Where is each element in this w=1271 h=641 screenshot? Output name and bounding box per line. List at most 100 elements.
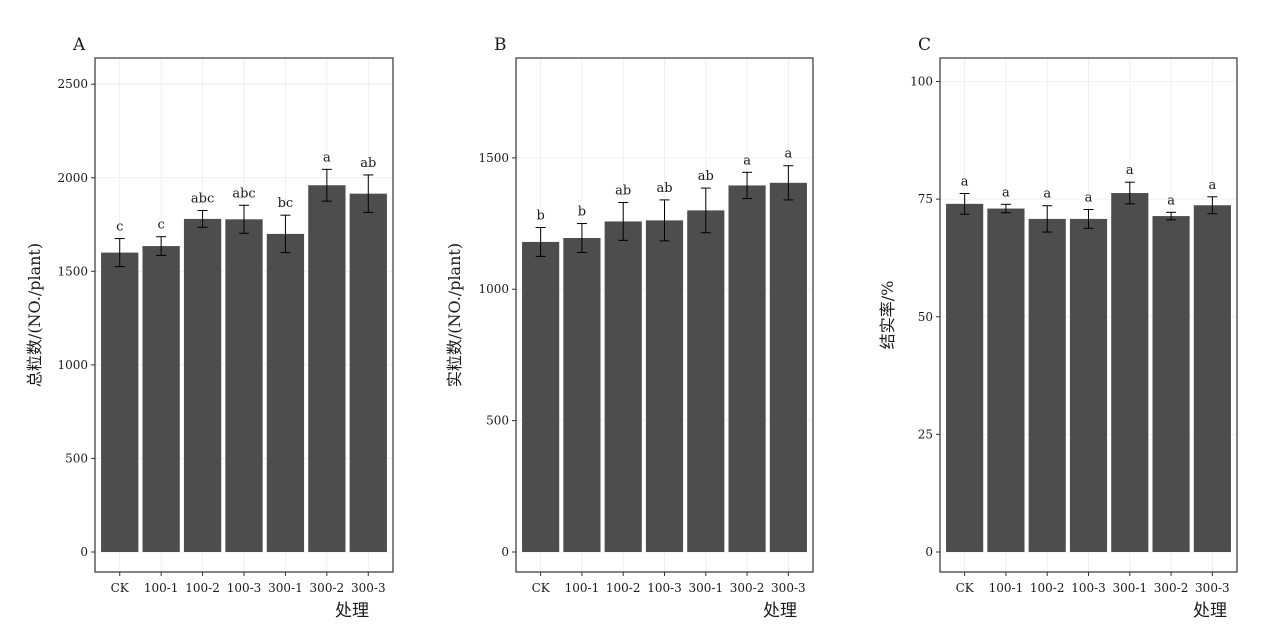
error-bar <box>742 171 753 200</box>
y-tick-label: 500 <box>486 414 509 428</box>
x-tick-label: 300-3 <box>771 581 806 595</box>
significance-label: ab <box>656 181 672 196</box>
panel-c: a CK a 100-1 a 100-2 a 100-3 a 300-1 a 300-2 a 300-3 0… <box>878 35 1238 621</box>
y-tick-label: 50 <box>918 310 933 324</box>
x-tick-label: 300-3 <box>351 581 386 595</box>
error-bar <box>280 214 291 254</box>
y-tick-label: 2500 <box>57 77 88 91</box>
y-axis-title: 实粒数/(NO./plant) <box>445 243 464 387</box>
bar <box>1152 216 1190 552</box>
error-bar <box>535 226 546 257</box>
error-bar <box>1166 211 1177 221</box>
significance-label: a <box>1208 178 1216 193</box>
x-axis-title: 处理 <box>1193 601 1227 621</box>
y-tick-label: 1000 <box>57 358 88 372</box>
x-axis-title: 处理 <box>763 601 797 621</box>
y-tick-label: 25 <box>918 427 933 441</box>
bar <box>1028 218 1066 552</box>
bar <box>225 219 263 553</box>
significance-label: a <box>1167 193 1175 208</box>
error-bar <box>1000 203 1011 214</box>
error-bar <box>321 168 332 202</box>
bar <box>946 203 984 552</box>
x-tick-label: 300-1 <box>1112 581 1147 595</box>
bar <box>645 220 684 553</box>
error-bar <box>1207 196 1218 215</box>
x-tick-label: 100-1 <box>565 581 600 595</box>
error-bar <box>1042 205 1053 233</box>
x-tick-label: 100-1 <box>144 581 179 595</box>
bar <box>728 185 766 553</box>
bar <box>1111 193 1149 552</box>
bar <box>563 237 601 552</box>
y-tick-label: 1000 <box>478 282 509 296</box>
y-axis-title: 结实率/% <box>878 281 897 350</box>
significance-label: abc <box>232 186 255 201</box>
significance-label: a <box>1043 187 1051 202</box>
panel-a: c CK c 100-1 abc 100-2 abc 100-3 bc 300-1 a 300-2 ab… <box>25 35 394 621</box>
x-tick-label: 300-2 <box>1154 581 1189 595</box>
bar <box>769 182 807 552</box>
error-bar <box>239 204 249 234</box>
bar <box>142 246 180 552</box>
plot-frame <box>515 57 814 573</box>
bar <box>266 233 305 553</box>
y-tick-label: 0 <box>925 545 933 559</box>
bar <box>604 221 642 552</box>
panel-label: B <box>494 35 507 55</box>
x-tick-label: 300-2 <box>730 581 765 595</box>
bar <box>522 241 560 553</box>
x-tick-label: 100-3 <box>227 581 262 595</box>
x-tick-label: 300-3 <box>1195 581 1230 595</box>
x-tick-label: CK <box>111 581 130 595</box>
error-bar <box>156 236 167 256</box>
bar <box>1193 205 1231 553</box>
y-tick-label: 500 <box>65 451 88 465</box>
error-bar <box>783 165 794 201</box>
error-bar <box>114 238 125 268</box>
error-bar <box>700 187 711 234</box>
x-tick-label: 100-3 <box>1071 581 1106 595</box>
error-bar <box>618 202 629 241</box>
x-tick-label: 100-2 <box>185 581 220 595</box>
significance-label: c <box>158 218 165 233</box>
significance-label: abc <box>191 192 214 207</box>
y-tick-label: 1500 <box>57 264 88 278</box>
x-tick-label: 100-3 <box>647 581 682 595</box>
significance-label: ab <box>360 156 376 171</box>
bar <box>183 218 222 552</box>
bar <box>308 185 346 552</box>
y-tick-label: 75 <box>918 192 933 206</box>
significance-label: a <box>784 147 792 162</box>
x-tick-label: 100-2 <box>1030 581 1065 595</box>
significance-label: a <box>961 174 969 189</box>
significance-label: b <box>578 205 586 220</box>
significance-label: a <box>323 150 331 165</box>
y-tick-label: 0 <box>501 545 509 559</box>
bar <box>1069 218 1108 552</box>
x-tick-label: 100-2 <box>606 581 641 595</box>
x-tick-label: 300-1 <box>688 581 723 595</box>
y-tick-label: 2000 <box>57 171 88 185</box>
bar <box>101 252 139 552</box>
significance-label: a <box>1126 163 1134 178</box>
panel-label: C <box>918 35 931 55</box>
panel-b: b CK b 100-1 ab 100-2 ab 100-3 ab 300-1 a 300-2 a 300… <box>445 35 814 621</box>
plot-frame <box>94 57 394 573</box>
bar <box>987 208 1025 553</box>
plot-frame <box>939 57 1238 573</box>
significance-label: ab <box>615 184 631 199</box>
y-axis-title: 总粒数/(NO./plant) <box>25 243 44 387</box>
error-bar <box>959 192 970 215</box>
panel-label: A <box>72 35 86 55</box>
significance-label: b <box>536 208 544 223</box>
y-tick-label: 100 <box>910 75 933 89</box>
x-tick-label: 300-2 <box>310 581 345 595</box>
error-bar <box>1124 181 1135 205</box>
x-axis-title: 处理 <box>335 601 369 621</box>
significance-label: a <box>743 153 751 168</box>
y-tick-label: 1500 <box>478 151 509 165</box>
significance-label: a <box>1085 190 1093 205</box>
error-bar <box>197 210 208 228</box>
